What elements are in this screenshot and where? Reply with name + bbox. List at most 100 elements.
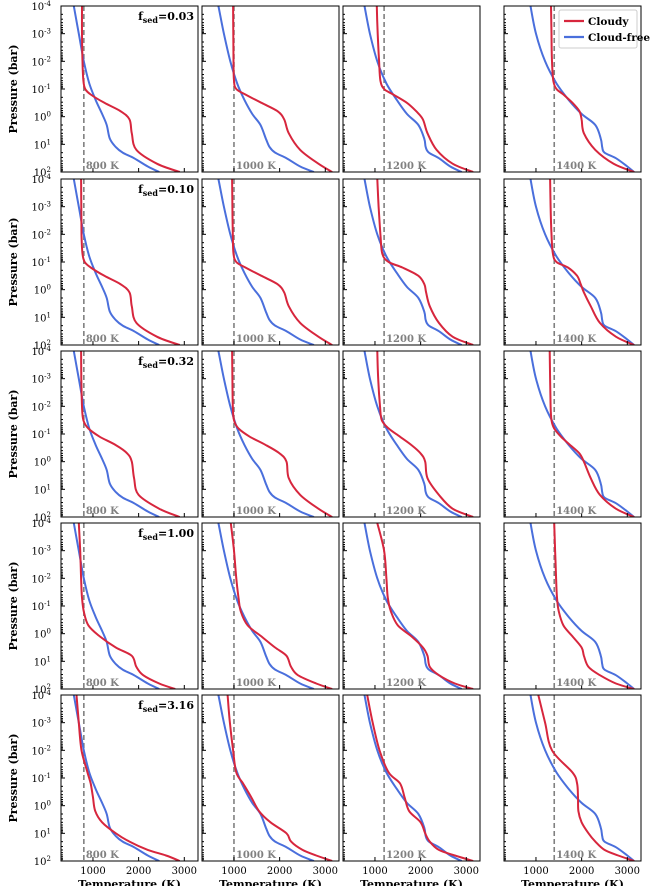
legend-label-cloud-free: Cloud-free [588, 32, 650, 44]
panel-frame [60, 522, 199, 690]
y-tick-exponent: 1 [47, 827, 51, 835]
fsed-subscript: sed [143, 704, 159, 714]
y-tick-exponent: -1 [44, 772, 51, 780]
y-tick-label: 10-2 [31, 744, 51, 757]
y-tick-label: 102 [34, 339, 51, 352]
y-tick-exponent: 2 [47, 339, 51, 347]
cloudy-profile-line [231, 179, 333, 345]
y-tick-mantissa: 10 [31, 602, 44, 613]
panel-frame [503, 350, 642, 518]
panel-plot-area [529, 6, 635, 172]
teff-label: 800 K [86, 506, 119, 517]
y-tick-mantissa: 10 [31, 258, 44, 269]
panel-r5-c2: 1000 2000 3000 1000 K Temperature (K) [201, 694, 340, 886]
cloudy-profile-line [231, 351, 333, 517]
x-tick-label: 1000 [80, 866, 105, 877]
cloudy-profile-line [376, 523, 474, 689]
panel-r3-c2: 1000 K [201, 350, 340, 518]
y-tick-exponent: -3 [44, 28, 51, 36]
y-tick-exponent: -3 [44, 717, 51, 725]
panel-plot-area [72, 523, 176, 689]
y-tick-mantissa: 10 [31, 691, 44, 702]
y-tick-label: 10-1 [31, 428, 51, 441]
y-tick-exponent: -3 [44, 201, 51, 209]
x-tick-label: 1000 [221, 866, 246, 877]
x-tick-label: 3000 [172, 866, 197, 877]
y-axis-label: Pressure (bar) [7, 217, 20, 306]
y-tick-label: 101 [34, 138, 51, 151]
panel-plot-area [529, 523, 635, 689]
cloud-free-profile-line [217, 6, 315, 172]
cloudy-profile-line [232, 6, 333, 172]
teff-label: 1400 K [556, 678, 596, 689]
panel-r1-c3: 1200 K [342, 5, 481, 173]
y-tick-mantissa: 10 [31, 347, 44, 358]
y-tick-mantissa: 10 [31, 574, 44, 585]
y-tick-label: 10-2 [31, 572, 51, 585]
y-tick-exponent: -4 [44, 0, 51, 8]
panel-r5-c3: 1000 2000 3000 1200 K Temperature (K) [342, 694, 481, 886]
teff-label: 1200 K [386, 334, 426, 345]
cloudy-profile-line [75, 695, 181, 861]
cloudy-profile-line [366, 695, 474, 861]
panel-r2-c4: 1400 K [503, 178, 642, 346]
y-tick-mantissa: 10 [34, 286, 47, 297]
cloud-free-profile-line [363, 6, 463, 172]
panel-r4-c4: 1400 K [503, 522, 642, 690]
y-tick-label: 101 [34, 827, 51, 840]
y-tick-label: 100 [34, 111, 51, 124]
y-tick-label: 102 [34, 166, 51, 179]
y-tick-label: 10-4 [31, 0, 51, 13]
legend-box [558, 9, 638, 49]
fsed-value: =0.03 [158, 10, 194, 23]
cloudy-profile-line [375, 6, 474, 172]
panel-r3-c3: 1200 K [342, 350, 481, 518]
cloudy-profile-line [553, 523, 635, 689]
teff-label: 800 K [86, 161, 119, 172]
panel-plot-area [529, 695, 635, 861]
cloudy-profile-line [537, 695, 635, 861]
panel-frame [60, 694, 199, 862]
panel-r3-c4: 1400 K [503, 350, 642, 518]
panel-plot-area [363, 351, 474, 517]
x-axis-label: Temperature (K) [360, 878, 463, 886]
panel-plot-area [363, 695, 474, 861]
teff-label: 1200 K [386, 506, 426, 517]
y-tick-label: 10-3 [31, 717, 51, 730]
x-tick-label: 2000 [408, 866, 433, 877]
teff-label: 1400 K [556, 334, 596, 345]
y-tick-label: 100 [34, 284, 51, 297]
y-tick-exponent: -3 [44, 373, 51, 381]
fsed-label: fsed=3.16 [138, 699, 194, 714]
fsed-label: fsed=0.32 [138, 355, 194, 370]
y-tick-label: 101 [34, 655, 51, 668]
y-tick-exponent: -2 [44, 744, 51, 752]
y-tick-exponent: -4 [44, 173, 51, 181]
cloud-free-profile-line [363, 351, 463, 517]
y-tick-label: 10-1 [31, 256, 51, 269]
legend: Cloudy Cloud-free [558, 9, 650, 49]
y-tick-label: 100 [34, 456, 51, 469]
fsed-symbol: f [138, 10, 144, 23]
y-tick-mantissa: 10 [31, 774, 44, 785]
y-tick-exponent: -2 [44, 55, 51, 63]
y-tick-exponent: 0 [47, 284, 51, 292]
y-tick-mantissa: 10 [31, 30, 44, 41]
cloud-free-profile-line [363, 695, 463, 861]
teff-label: 800 K [86, 678, 119, 689]
panel-plot-area [217, 523, 333, 689]
cloudy-profile-line [376, 351, 474, 517]
y-tick-exponent: 0 [47, 111, 51, 119]
y-tick-mantissa: 10 [31, 57, 44, 68]
cloudy-profile-line [549, 179, 635, 345]
panel-plot-area [363, 6, 474, 172]
y-tick-exponent: -2 [44, 572, 51, 580]
y-tick-mantissa: 10 [34, 829, 47, 840]
y-tick-exponent: -4 [44, 517, 51, 525]
y-tick-exponent: 1 [47, 138, 51, 146]
x-axis-label: Temperature (K) [78, 878, 181, 886]
cloud-free-profile-line [529, 695, 635, 861]
x-tick-label: 3000 [454, 866, 479, 877]
